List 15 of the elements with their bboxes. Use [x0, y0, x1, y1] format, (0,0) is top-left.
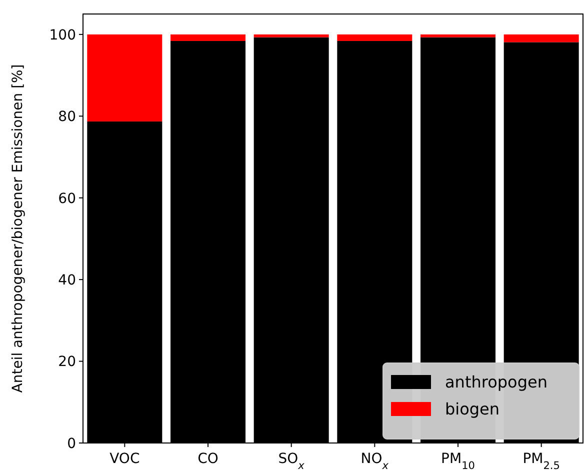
x-tick-label: VOC [110, 451, 140, 467]
y-tick-label: 0 [67, 436, 76, 452]
x-tick-label: PM$_{10}$ [441, 451, 475, 470]
x-tick-label: SO$_{x}$ [278, 451, 306, 470]
y-tick-label: 20 [58, 354, 76, 370]
x-tick-label: NO$_{x}$ [360, 451, 390, 470]
x-tick-label: PM$_{2.5}$ [522, 451, 560, 470]
x-tick-label: CO [198, 451, 218, 467]
y-tick-label: 100 [49, 27, 76, 44]
legend-label: biogen [445, 400, 500, 419]
y-tick-label: 60 [58, 190, 76, 207]
y-tick-label: 40 [58, 272, 76, 288]
y-tick-label: 80 [58, 109, 76, 126]
y-axis-title: Anteil anthropogener/biogener Emissionen [%] [10, 64, 26, 393]
legend-label: anthropogen [445, 372, 548, 392]
